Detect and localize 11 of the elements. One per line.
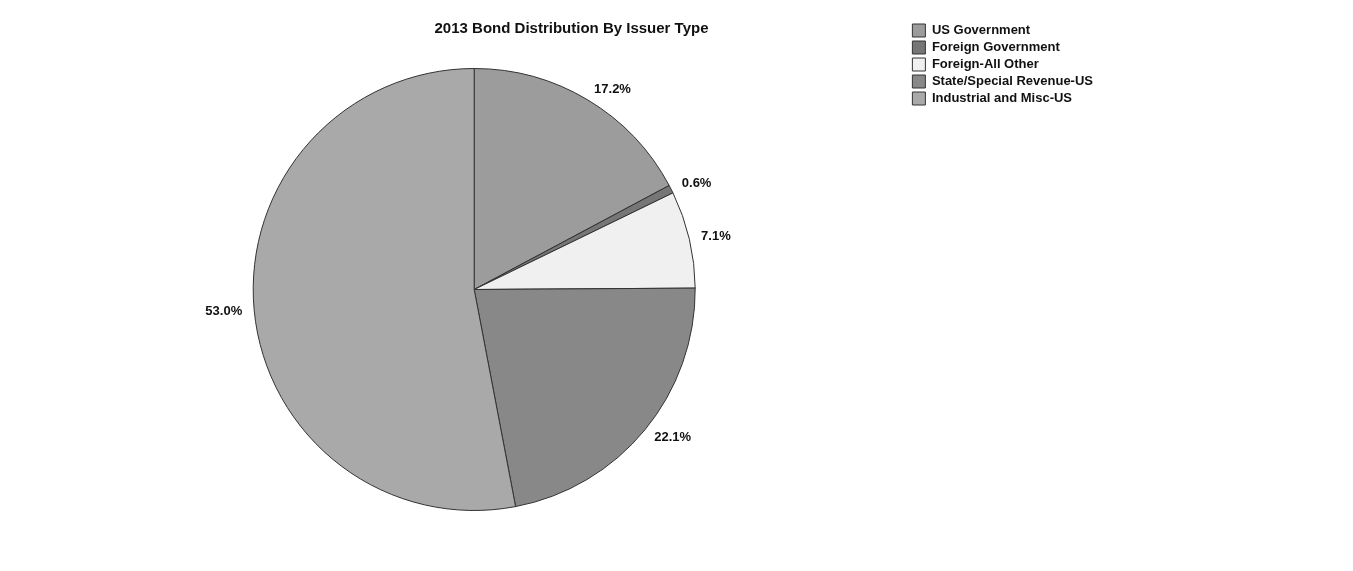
- data-label: 53.0%: [205, 303, 243, 319]
- data-label: 0.6%: [681, 175, 712, 191]
- data-label: 22.1%: [654, 429, 692, 445]
- legend-label: US Government: [931, 22, 1031, 38]
- data-label: 7.1%: [701, 228, 732, 244]
- chart-title: 2013 Bond Distribution By Issuer Type: [434, 19, 709, 37]
- legend-label: Industrial and Misc-US: [931, 90, 1073, 106]
- data-label: 17.2%: [594, 81, 632, 97]
- legend-label: Foreign Government: [931, 39, 1061, 55]
- legend-label: Foreign-All Other: [931, 56, 1039, 72]
- legend-label: State/Special Revenue-US: [931, 73, 1094, 89]
